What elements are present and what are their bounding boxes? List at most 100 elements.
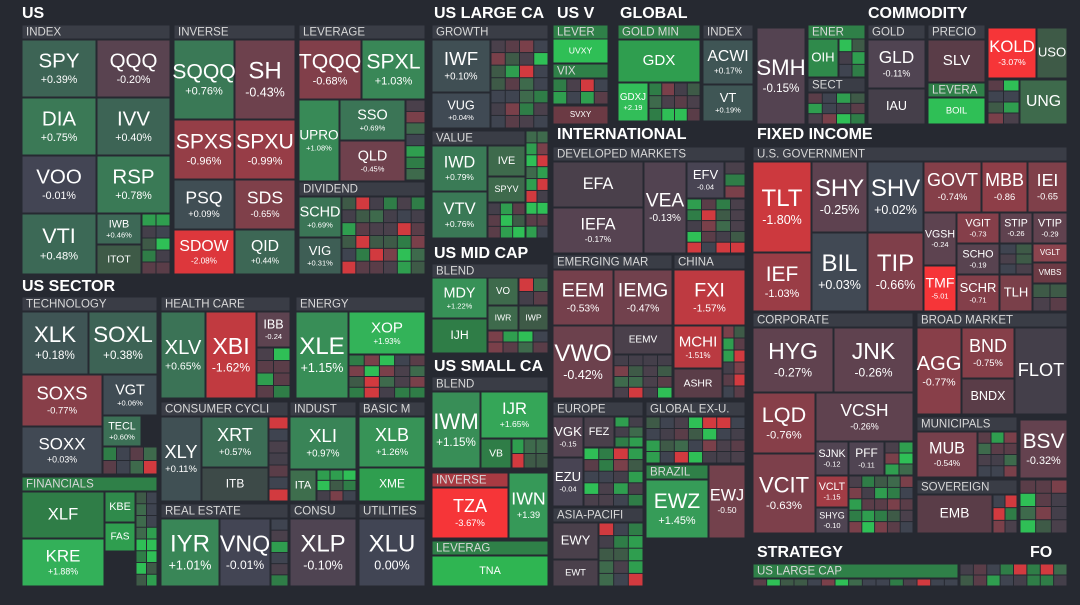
small-tile	[839, 52, 852, 64]
small-tile	[674, 452, 688, 463]
change: +0.10%	[444, 71, 478, 82]
change: -0.73	[969, 229, 986, 238]
tile	[917, 495, 992, 533]
small-tile	[1016, 264, 1032, 274]
small-tile	[629, 377, 643, 387]
group-header	[928, 25, 985, 39]
small-tile	[703, 440, 717, 451]
ticker: VMBS	[1039, 268, 1062, 277]
small-tile	[875, 476, 887, 487]
small-tile	[900, 476, 913, 487]
small-tile	[599, 561, 614, 573]
tile	[614, 326, 672, 354]
small-tile	[862, 499, 875, 510]
small-tile	[660, 429, 674, 440]
small-tile	[491, 115, 505, 128]
group-header	[753, 147, 1067, 161]
small-tile	[147, 574, 157, 586]
small-tile	[410, 377, 425, 387]
small-tile	[488, 331, 503, 342]
tile	[432, 392, 480, 468]
small-tile	[991, 443, 1004, 454]
ticker: GLD	[879, 47, 915, 67]
change: +1.45%	[658, 515, 696, 527]
section-title: GLOBAL	[620, 5, 688, 22]
small-tile	[875, 510, 887, 522]
small-tile	[646, 417, 660, 428]
small-tile	[364, 366, 379, 376]
small-tile	[269, 453, 288, 465]
small-tile	[117, 461, 130, 474]
ticker: OIH	[811, 49, 834, 64]
small-tile	[370, 197, 383, 210]
change: -1.03%	[765, 288, 800, 300]
change: -0.65%	[250, 209, 279, 219]
ticker: SHV	[871, 175, 920, 202]
small-tile	[717, 452, 731, 463]
tile	[753, 253, 811, 311]
tile	[235, 230, 295, 274]
small-tile	[397, 223, 411, 235]
change: -0.19	[969, 260, 986, 269]
small-tile	[849, 522, 862, 533]
small-tile	[862, 579, 876, 586]
small-tile	[384, 236, 397, 248]
small-tile	[628, 460, 643, 471]
small-tile	[1051, 507, 1067, 520]
small-tile	[526, 226, 537, 238]
ticker: MCHI	[679, 333, 718, 350]
small-tile	[488, 215, 500, 226]
small-tile	[875, 487, 887, 499]
small-tile	[370, 248, 383, 261]
change: -0.29	[1041, 229, 1058, 238]
small-tile	[379, 355, 395, 366]
tile	[584, 417, 614, 447]
small-tile	[533, 342, 548, 353]
small-tile	[537, 167, 548, 179]
small-tile	[491, 90, 505, 103]
ticker: FLOT	[1018, 360, 1064, 380]
small-tile	[534, 40, 548, 53]
small-tile	[839, 39, 852, 52]
group-label: UTILITIES	[363, 506, 417, 518]
ticker: SCHR	[960, 280, 997, 295]
change: +0.19%	[715, 105, 741, 114]
group-header	[296, 297, 425, 311]
tile	[808, 39, 838, 77]
ticker: TZA	[453, 496, 487, 516]
small-tile	[862, 510, 875, 522]
ticker: TLT	[762, 185, 803, 212]
small-tile	[702, 210, 716, 221]
change: +0.46%	[106, 230, 132, 239]
change: +0.44%	[251, 256, 279, 265]
small-tile	[1027, 575, 1040, 586]
small-tile	[835, 579, 849, 586]
group-label: VIX	[557, 66, 576, 78]
group-label: EUROPE	[557, 404, 606, 416]
small-tile	[136, 539, 146, 551]
ticker: HYG	[768, 338, 818, 364]
small-tile	[410, 355, 425, 366]
ticker: DIA	[42, 108, 77, 131]
ticker: IYR	[170, 530, 210, 557]
tile	[174, 230, 234, 274]
small-tile	[862, 476, 875, 487]
ticker: IEF	[766, 263, 799, 286]
small-tile	[513, 203, 525, 215]
small-tile	[660, 417, 674, 428]
small-tile	[614, 548, 628, 561]
small-tile	[537, 190, 548, 202]
small-tile	[537, 179, 548, 190]
group-label: GOLD	[872, 27, 905, 39]
small-tile	[364, 377, 379, 387]
small-tile	[660, 440, 674, 451]
tile	[812, 233, 867, 311]
small-tile	[629, 366, 643, 376]
group-header	[553, 255, 672, 269]
small-tile	[410, 366, 425, 376]
ticker: EWY	[561, 532, 591, 547]
small-tile	[978, 455, 991, 466]
small-tile	[890, 579, 903, 586]
small-tile	[1004, 91, 1019, 102]
tile	[103, 375, 157, 415]
